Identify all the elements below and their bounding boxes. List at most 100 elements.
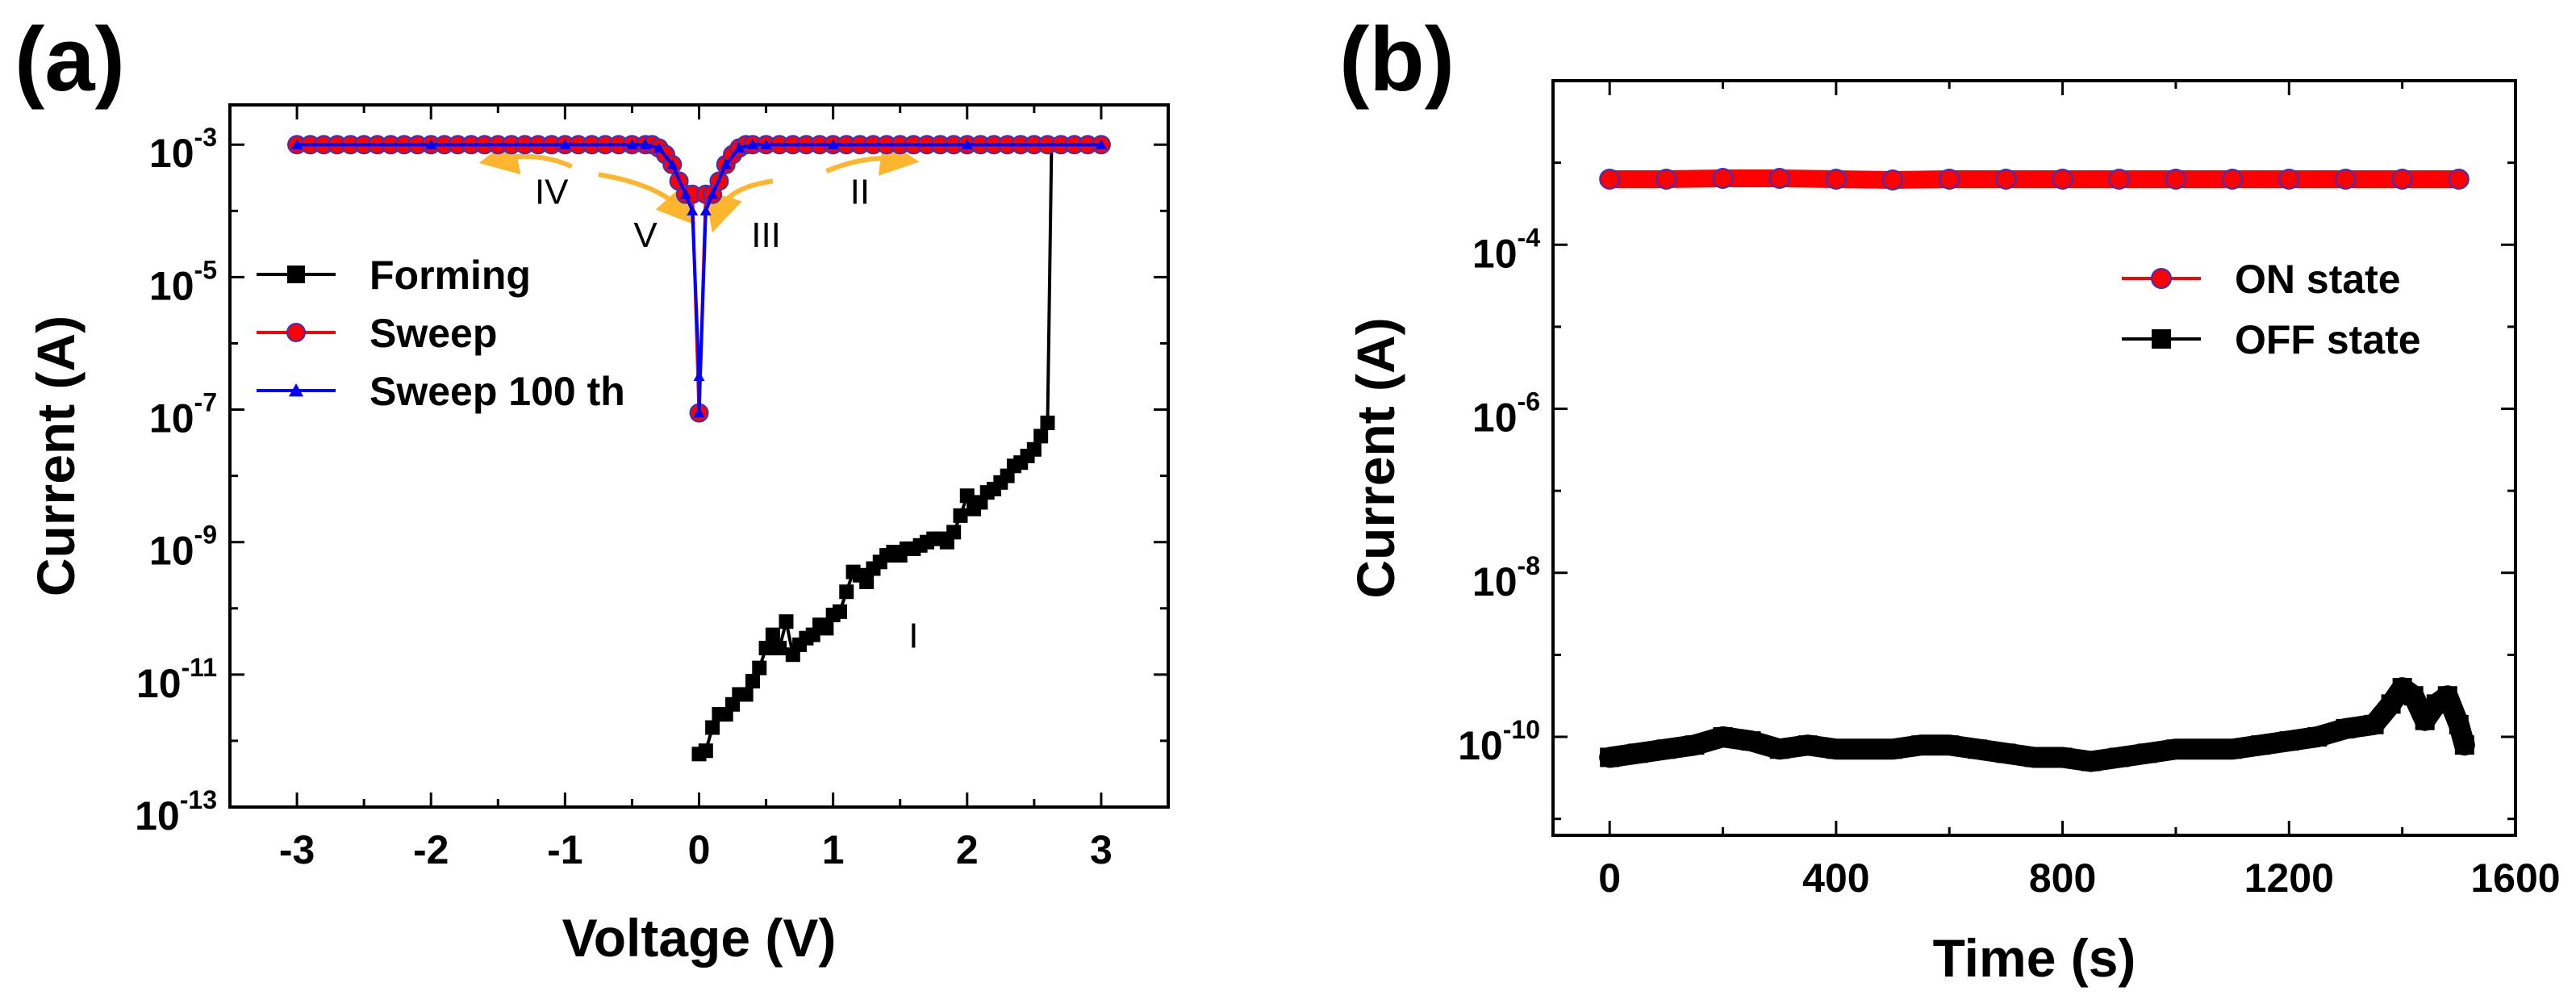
data-point [1656, 739, 1676, 759]
data-point [738, 687, 754, 702]
data-point [2081, 751, 2101, 772]
data-point [626, 139, 638, 149]
data-point [1825, 168, 1847, 190]
data-point [745, 674, 760, 689]
region-label: I [908, 617, 918, 656]
y-axis-title: Current (A) [26, 316, 86, 596]
region-label: V [633, 215, 658, 255]
legend-entry: Sweep 100 th [369, 369, 625, 414]
region-label: III [751, 215, 781, 255]
data-point [2364, 714, 2384, 734]
x-tick-label: 0 [1598, 855, 1621, 901]
data-point [1026, 441, 1042, 457]
x-tick-label: 2 [956, 827, 979, 872]
data-point [640, 139, 652, 149]
y-tick-label-base: 10 [149, 131, 194, 176]
data-point [1826, 739, 1846, 759]
data-point [2279, 731, 2299, 751]
data-point [699, 205, 712, 215]
legend-marker [287, 266, 305, 283]
data-point [1968, 739, 1988, 759]
data-point [1628, 743, 1648, 763]
data-point [1713, 727, 1733, 747]
y-tick-label-base: 10 [1458, 723, 1503, 768]
data-point [2109, 747, 2129, 768]
data-point [2194, 739, 2215, 759]
data-point [1911, 735, 1931, 755]
x-tick-label: 1 [822, 827, 845, 872]
arrow-ii [825, 137, 920, 176]
arrow-v [598, 172, 696, 226]
y-tick-label-base: 10 [149, 263, 194, 308]
region-label: II [850, 173, 870, 212]
data-point [752, 660, 767, 675]
data-point [698, 743, 713, 759]
data-point [1741, 731, 1761, 751]
y-tick-label: 10-4 [1472, 223, 1540, 276]
data-point [2165, 168, 2186, 190]
x-tick-label: 800 [2029, 855, 2096, 901]
data-point [2454, 735, 2474, 755]
legend: Forming Sweep Sweep 100 th [257, 253, 625, 414]
data-point [859, 574, 875, 589]
data-point [2415, 710, 2435, 730]
data-point [1599, 168, 1621, 190]
data-point [961, 139, 973, 149]
data-point [1040, 415, 1055, 430]
y-tick-label-base: 10 [1472, 231, 1518, 276]
y-axis-title: Current (A) [1346, 317, 1405, 598]
panel-label: (a) [15, 9, 125, 110]
y-tick-label-base: 10 [136, 661, 182, 706]
y-tick-label-exp: -8 [1518, 551, 1540, 580]
y-tick-label: 10-6 [1472, 387, 1540, 441]
y-tick-label: 10-5 [149, 255, 217, 308]
data-point [1797, 735, 1818, 755]
legend-marker [289, 383, 303, 397]
data-point [1939, 168, 1960, 190]
data-point [2307, 727, 2328, 747]
data-point [953, 508, 968, 523]
x-tick-label: 1200 [2244, 855, 2334, 901]
legend-entry: ON state [2235, 257, 2401, 302]
data-point [772, 641, 787, 656]
y-tick-label-exp: -4 [1518, 223, 1541, 252]
y-tick-label-base: 10 [149, 529, 194, 574]
region-label: IV [535, 173, 569, 212]
data-point [1033, 429, 1049, 444]
data-point [1769, 739, 1789, 759]
x-tick-label: -3 [279, 827, 315, 872]
data-point [2437, 686, 2457, 706]
y-tick-label: 10-13 [135, 785, 217, 839]
data-point [1712, 167, 1734, 189]
data-point [746, 139, 758, 149]
y-tick-label: 10-7 [149, 388, 217, 441]
data-point [425, 139, 437, 149]
y-tick-label-base: 10 [1472, 559, 1518, 604]
data-point [2251, 735, 2271, 755]
data-point [2335, 168, 2357, 190]
y-tick-label-exp: -10 [1503, 715, 1540, 744]
series-sweep-100-th [291, 139, 1107, 418]
y-tick-label-exp: -6 [1518, 387, 1540, 416]
y-tick-label-exp: -5 [194, 255, 217, 284]
data-point [758, 641, 774, 656]
legend-entry: Forming [369, 253, 531, 298]
data-point [687, 205, 699, 215]
y-tick-label: 10-8 [1472, 551, 1540, 604]
y-tick-label-exp: -3 [194, 123, 217, 152]
data-point [720, 158, 732, 169]
x-tick-label: 3 [1090, 827, 1113, 872]
data-point [693, 407, 705, 418]
data-point [1939, 735, 1960, 755]
x-tick-label: 0 [688, 827, 711, 872]
data-point [2052, 747, 2073, 768]
data-point [653, 142, 665, 153]
data-point [2165, 739, 2186, 759]
data-point [2052, 168, 2073, 190]
legend-marker [2151, 268, 2172, 289]
data-point [2024, 747, 2044, 768]
y-tick-label-exp: -9 [194, 521, 217, 550]
legend-marker [286, 323, 306, 342]
y-tick-label-base: 10 [1472, 395, 1518, 441]
